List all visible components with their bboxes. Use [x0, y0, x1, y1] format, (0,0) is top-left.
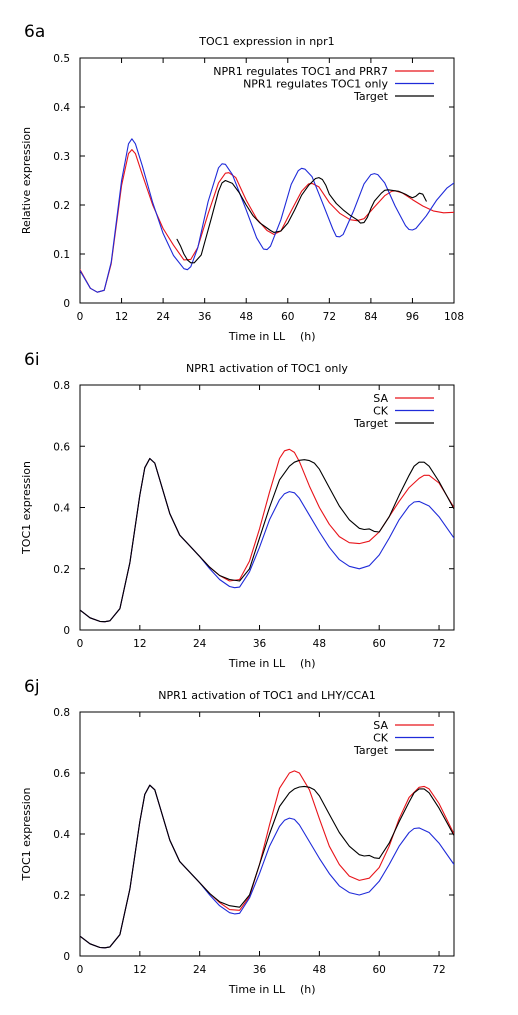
legend-label: NPR1 regulates TOC1 and PRR7 — [213, 65, 388, 78]
x-tick-label: 48 — [313, 638, 326, 650]
legend-label: SA — [373, 392, 388, 405]
x-tick-label: 60 — [281, 311, 294, 323]
plot-frame — [79, 384, 455, 631]
series-line-blue — [80, 457, 454, 623]
x-tick-label: 12 — [133, 638, 146, 650]
series-line-red — [80, 770, 454, 949]
y-tick-label: 0.6 — [53, 768, 70, 780]
y-tick-label: 0.4 — [53, 829, 70, 841]
legend-label: SA — [373, 719, 388, 732]
y-tick-label: 0.2 — [53, 200, 70, 212]
y-tick-label: 0.4 — [53, 102, 70, 114]
y-tick-label: 0.2 — [53, 890, 70, 902]
chart-title: TOC1 expression in npr1 — [198, 35, 334, 48]
x-tick-label: 12 — [115, 311, 128, 323]
panel-label: 6j — [24, 677, 40, 697]
x-tick-label: 36 — [253, 964, 267, 976]
chart-title: NPR1 activation of TOC1 only — [186, 362, 348, 375]
x-tick-label: 48 — [240, 311, 253, 323]
series-line-blue — [80, 784, 454, 949]
series-line-black — [80, 457, 454, 623]
series-line-black — [176, 177, 427, 264]
y-tick-label: 0.6 — [53, 441, 70, 453]
series-line-red — [80, 448, 454, 623]
x-tick-label: 36 — [198, 311, 212, 323]
x-axis-unit: (h) — [300, 330, 316, 343]
x-axis-label: Time in LL — [228, 657, 286, 670]
x-tick-label: 96 — [406, 311, 420, 323]
chart-6j: 6j NPR1 activation of TOC1 and LHY/CCA1 0 1… — [20, 677, 455, 996]
legend-label: CK — [373, 732, 389, 745]
x-tick-label: 60 — [373, 638, 386, 650]
x-tick-label: 72 — [432, 638, 445, 650]
y-tick-label: 0.1 — [53, 249, 70, 261]
x-tick-label: 36 — [253, 638, 267, 650]
y-tick-label: 0.3 — [53, 151, 70, 163]
x-tick-label: 0 — [77, 638, 84, 650]
y-tick-label: 0 — [63, 298, 70, 310]
legend-label: NPR1 regulates TOC1 only — [243, 78, 388, 91]
legend-label: Target — [353, 744, 389, 757]
x-tick-label: 60 — [373, 964, 386, 976]
y-tick-label: 0.4 — [53, 503, 70, 515]
x-tick-label: 72 — [432, 964, 445, 976]
legend-label: CK — [373, 405, 389, 418]
chart-6a: 6a TOC1 expression in npr1 0 12 24 36 48 60 72 84… — [20, 22, 464, 343]
legend-label: Target — [353, 90, 389, 103]
chart-title: NPR1 activation of TOC1 and LHY/CCA1 — [158, 689, 376, 702]
x-tick-label: 84 — [364, 311, 378, 323]
series-line-blue — [80, 138, 454, 293]
y-tick-label: 0 — [63, 625, 70, 637]
x-tick-label: 72 — [323, 311, 336, 323]
x-axis-label: Time in LL — [228, 983, 286, 996]
y-tick-label: 0 — [63, 951, 70, 963]
x-tick-label: 24 — [156, 311, 170, 323]
legend-label: Target — [353, 417, 389, 430]
x-tick-label: 0 — [77, 964, 84, 976]
y-tick-label: 0.5 — [53, 53, 70, 65]
series-line-red — [80, 149, 454, 293]
y-axis-label: TOC1 expression — [20, 788, 33, 882]
x-axis-unit: (h) — [300, 657, 316, 670]
x-tick-label: 12 — [133, 964, 146, 976]
chart-6i: 6i NPR1 activation of TOC1 only 0 12 24 36 48 6… — [20, 350, 455, 670]
x-tick-label: 108 — [444, 311, 464, 323]
panel-label: 6a — [24, 22, 45, 42]
panel-label: 6i — [24, 350, 40, 370]
x-axis-label: Time in LL — [228, 330, 286, 343]
y-tick-label: 0.8 — [53, 707, 70, 719]
x-tick-label: 48 — [313, 964, 326, 976]
x-axis-unit: (h) — [300, 983, 316, 996]
x-tick-label: 24 — [193, 638, 207, 650]
y-tick-label: 0.8 — [53, 380, 70, 392]
x-tick-label: 24 — [193, 964, 207, 976]
y-axis-label: Relative expression — [20, 127, 33, 234]
y-axis-label: TOC1 expression — [20, 461, 33, 555]
x-tick-label: 0 — [77, 311, 84, 323]
series-line-black — [80, 784, 454, 949]
plot-frame — [79, 57, 455, 304]
y-tick-label: 0.2 — [53, 564, 70, 576]
